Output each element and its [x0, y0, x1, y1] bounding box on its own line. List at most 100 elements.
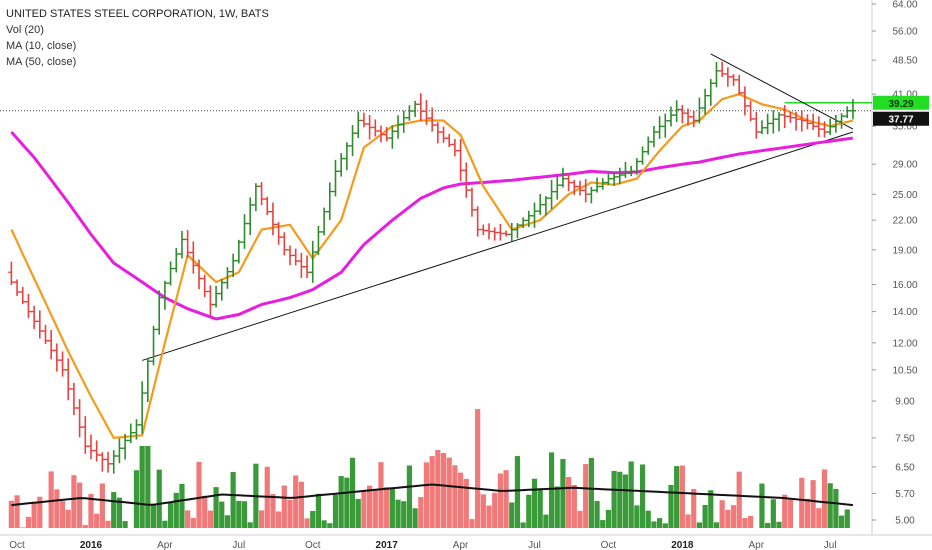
- y-tick-label: 5.70: [895, 489, 915, 500]
- volume-bar: [196, 461, 202, 528]
- volume-bar: [685, 514, 691, 528]
- last-price-tag-text: 37.77: [888, 115, 913, 126]
- level-price-tag-text: 39.29: [888, 99, 913, 110]
- volume-bar: [787, 499, 793, 528]
- volume-bar: [287, 499, 293, 528]
- volume-bar: [65, 509, 71, 528]
- volume-bar: [526, 494, 532, 528]
- volume-bar: [418, 497, 424, 528]
- y-tick-label: 41.00: [892, 90, 917, 101]
- volume-bar: [133, 470, 140, 528]
- volume-bar: [446, 457, 452, 528]
- volume-bar: [139, 445, 145, 528]
- x-tick-label: Oct: [601, 540, 617, 550]
- last-price-tag: [873, 111, 929, 126]
- volume-bar: [54, 489, 60, 528]
- volume-bar: [617, 471, 623, 528]
- x-tick-label: Jul: [528, 540, 541, 550]
- volume-bar: [600, 520, 606, 528]
- volume-bar: [241, 501, 248, 528]
- volume-bar: [378, 462, 384, 528]
- volume-bar: [412, 508, 418, 528]
- ma10-line: [10, 92, 854, 440]
- volume-bar: [258, 510, 265, 528]
- volume-bar: [543, 514, 549, 528]
- volume-bar: [708, 490, 714, 528]
- volume-bar: [236, 500, 242, 528]
- volume-bar: [765, 523, 771, 528]
- volume-bar: [202, 495, 208, 528]
- volume-bar: [156, 469, 162, 528]
- volume-bar: [327, 523, 333, 528]
- x-tick-label: Apr: [453, 540, 469, 550]
- volume-bar: [833, 488, 839, 528]
- volume-bar: [509, 502, 515, 528]
- volume-bar: [99, 483, 105, 528]
- volume-bar: [406, 465, 413, 528]
- volume-bar: [583, 464, 589, 528]
- volume-bar: [150, 503, 157, 528]
- volume-bar: [799, 477, 805, 528]
- volume-bar: [810, 480, 816, 528]
- x-tick-label: Jul: [824, 540, 837, 550]
- x-tick-label: Oct: [305, 540, 321, 550]
- volume-bar: [315, 493, 322, 528]
- volume-bar: [207, 510, 213, 528]
- chart-title: UNITED STATES STEEL CORPORATION, 1W, BAT…: [6, 8, 269, 20]
- y-tick-label: 29.00: [892, 160, 917, 171]
- ma50-line: [10, 131, 854, 321]
- volume-bar: [321, 520, 327, 528]
- volume-bar: [293, 475, 299, 528]
- y-tick-label: 7.50: [895, 433, 915, 444]
- volume-bar: [145, 445, 151, 528]
- volume-bar: [31, 501, 37, 528]
- volume-bar: [588, 457, 594, 528]
- legend: UNITED STATES STEEL CORPORATION, 1W, BAT…: [6, 6, 269, 70]
- legend-ma50: MA (50, close): [6, 56, 77, 68]
- y-tick-label: 6.50: [895, 462, 915, 473]
- volume-bar: [514, 456, 521, 528]
- volume-bar: [531, 478, 538, 528]
- volume-bar: [20, 527, 26, 528]
- volume-bar: [770, 499, 776, 528]
- volume-bar: [247, 522, 253, 528]
- volume-bar: [469, 519, 475, 528]
- volume-bar: [827, 483, 833, 528]
- volume-bar: [503, 470, 509, 528]
- volume-bar: [611, 470, 617, 528]
- volume-bar: [577, 510, 583, 528]
- volume-bar: [25, 516, 32, 528]
- volume-bar: [844, 509, 850, 528]
- legend-ma10: MA (10, close): [6, 40, 77, 52]
- volume-bar: [230, 472, 236, 528]
- volume-bar: [276, 511, 282, 528]
- volume-bar: [719, 500, 725, 528]
- volume-bar: [179, 483, 185, 528]
- x-tick-label: 2018: [671, 540, 694, 550]
- volume-bar: [298, 481, 304, 528]
- volume-bar: [384, 487, 390, 528]
- volume-bar: [634, 505, 640, 528]
- trendline-falling-resistance: [710, 53, 854, 130]
- volume-bar: [59, 501, 66, 528]
- volume-bar: [185, 510, 191, 528]
- volume-bar: [816, 508, 822, 528]
- volume-bar: [730, 505, 737, 528]
- x-tick-label: 2017: [376, 540, 399, 550]
- level-price-tag: [873, 95, 929, 110]
- volume-bar: [361, 490, 367, 528]
- volume-bar: [657, 518, 663, 528]
- volume-bar: [639, 464, 646, 528]
- y-tick-label: 10.50: [892, 365, 917, 376]
- volume-bar: [736, 471, 742, 528]
- y-tick-label: 22.00: [892, 216, 917, 227]
- volume-bar: [395, 499, 401, 528]
- volume-bar: [742, 517, 748, 528]
- trendline-rising-support: [142, 131, 854, 361]
- volume-bar: [838, 515, 845, 528]
- y-tick-label: 14.00: [892, 307, 917, 318]
- volume-bar: [82, 524, 88, 528]
- volume-bar: [77, 482, 83, 528]
- volume-bar: [173, 492, 179, 528]
- y-tick-label: 48.50: [892, 56, 917, 67]
